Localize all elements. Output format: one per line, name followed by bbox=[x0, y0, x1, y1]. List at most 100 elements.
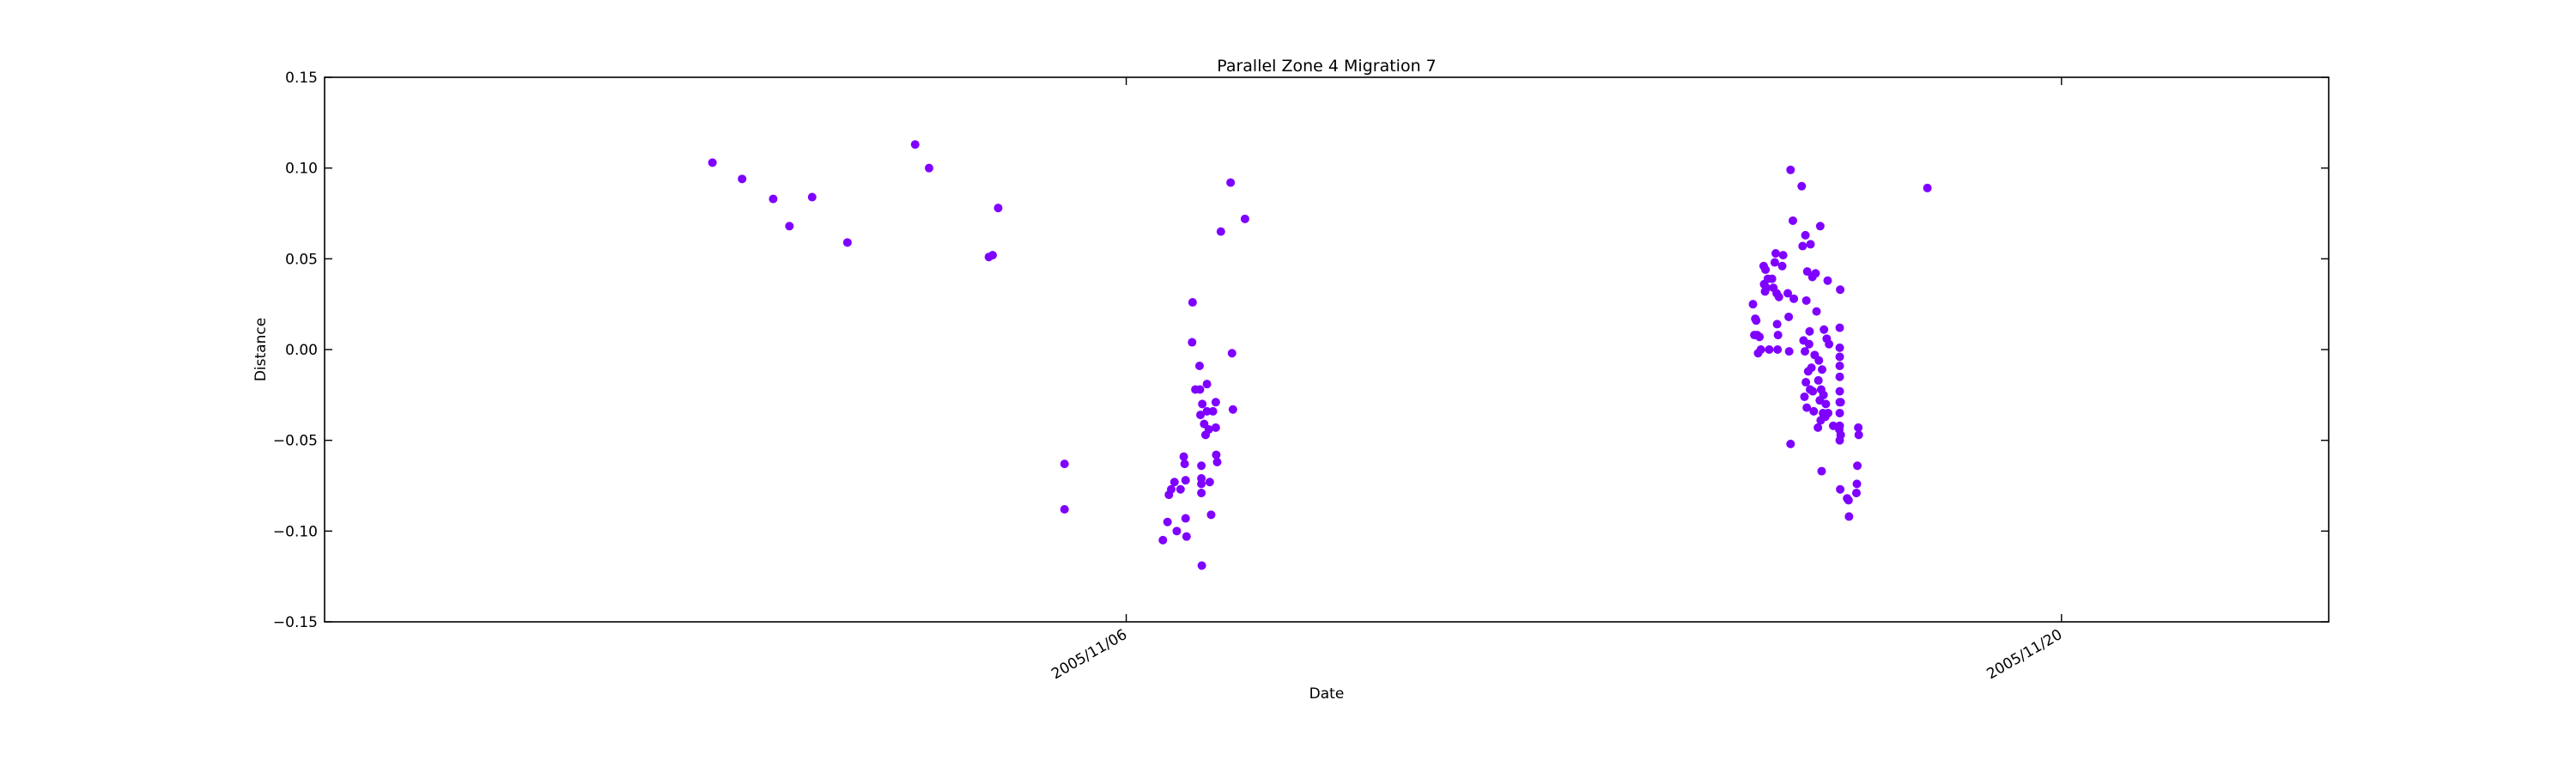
data-point bbox=[1814, 423, 1823, 432]
data-point bbox=[1777, 261, 1787, 271]
data-point bbox=[1801, 230, 1810, 240]
data-point bbox=[1802, 403, 1812, 412]
data-point bbox=[1755, 332, 1765, 342]
data-point bbox=[1752, 316, 1761, 326]
data-point bbox=[1835, 323, 1844, 332]
data-point bbox=[1836, 285, 1845, 295]
data-point bbox=[1819, 390, 1828, 399]
data-point bbox=[1851, 488, 1861, 497]
y-tick-label: 0.15 bbox=[285, 70, 318, 87]
data-point bbox=[1824, 408, 1833, 417]
data-point bbox=[1197, 561, 1206, 570]
data-point bbox=[993, 204, 1003, 213]
data-point bbox=[1835, 343, 1844, 352]
data-point bbox=[1227, 349, 1236, 358]
data-point bbox=[1808, 386, 1818, 396]
y-tick-label: 0.05 bbox=[285, 251, 318, 268]
data-point bbox=[1182, 532, 1191, 541]
data-point bbox=[988, 251, 997, 260]
data-point bbox=[1786, 439, 1795, 448]
data-point bbox=[1801, 295, 1811, 305]
data-point bbox=[1226, 178, 1236, 187]
data-point bbox=[1802, 267, 1812, 277]
data-point bbox=[807, 192, 817, 202]
data-point bbox=[1772, 320, 1782, 329]
data-point bbox=[1770, 258, 1779, 267]
y-axis-label: Distance bbox=[252, 318, 270, 381]
data-point bbox=[1158, 535, 1168, 545]
data-point bbox=[1172, 526, 1182, 536]
data-point bbox=[1202, 380, 1212, 389]
data-point bbox=[1817, 466, 1826, 476]
data-point bbox=[1786, 165, 1795, 174]
data-point bbox=[1835, 362, 1844, 371]
data-point bbox=[1774, 292, 1783, 301]
data-point bbox=[1800, 392, 1809, 401]
y-tick-label: −0.10 bbox=[273, 523, 318, 540]
data-point bbox=[1180, 460, 1189, 469]
data-point bbox=[1805, 326, 1814, 336]
data-point bbox=[1835, 421, 1844, 430]
data-point bbox=[1835, 352, 1844, 362]
data-point bbox=[1240, 214, 1249, 223]
data-point bbox=[1212, 450, 1221, 460]
data-point bbox=[1216, 227, 1225, 236]
data-point bbox=[1804, 339, 1814, 349]
data-point bbox=[1188, 298, 1197, 307]
data-point bbox=[1197, 488, 1206, 497]
data-point bbox=[1844, 512, 1854, 521]
data-point bbox=[769, 194, 778, 204]
data-point bbox=[1195, 385, 1205, 394]
y-tick-label: 0.10 bbox=[285, 161, 318, 178]
data-point bbox=[1835, 408, 1844, 417]
data-point bbox=[1228, 405, 1237, 414]
y-tick-label: −0.15 bbox=[273, 614, 318, 631]
data-point bbox=[842, 238, 852, 247]
data-point bbox=[1206, 510, 1216, 520]
data-point bbox=[1789, 294, 1799, 303]
data-point bbox=[1923, 183, 1932, 192]
data-point bbox=[785, 222, 794, 231]
data-point bbox=[1854, 423, 1863, 432]
data-point bbox=[1821, 399, 1831, 409]
data-point bbox=[1814, 356, 1824, 365]
data-point bbox=[1205, 478, 1214, 487]
data-point bbox=[1188, 338, 1197, 347]
data-point bbox=[1814, 375, 1823, 385]
data-point bbox=[738, 174, 747, 184]
data-point bbox=[1836, 484, 1845, 494]
data-point bbox=[1181, 476, 1190, 485]
data-point bbox=[1208, 406, 1218, 416]
data-point bbox=[1194, 362, 1204, 371]
data-point bbox=[1197, 461, 1206, 471]
data-point bbox=[1163, 517, 1172, 526]
data-point bbox=[910, 140, 920, 149]
data-point bbox=[1844, 496, 1853, 505]
data-point bbox=[1788, 216, 1797, 225]
data-point bbox=[1811, 269, 1820, 278]
data-point bbox=[1797, 181, 1807, 191]
data-point bbox=[1204, 424, 1213, 434]
data-point bbox=[1807, 363, 1816, 373]
data-point bbox=[1820, 325, 1829, 334]
data-point bbox=[1806, 240, 1815, 249]
data-point bbox=[1212, 458, 1222, 467]
data-point bbox=[1771, 248, 1780, 258]
data-point bbox=[1176, 484, 1185, 494]
data-point bbox=[1801, 378, 1811, 387]
chart-title: Parallel Zone 4 Migration 7 bbox=[1217, 57, 1437, 76]
data-point bbox=[1835, 372, 1844, 381]
data-point bbox=[1767, 274, 1777, 283]
data-point bbox=[1179, 452, 1188, 461]
data-point bbox=[1784, 312, 1794, 321]
data-point bbox=[1825, 339, 1834, 349]
data-point bbox=[708, 158, 717, 167]
data-point bbox=[1773, 331, 1783, 340]
data-points bbox=[708, 140, 1932, 570]
y-tick-label: −0.05 bbox=[273, 433, 318, 450]
data-point bbox=[1836, 430, 1845, 440]
data-point bbox=[1823, 276, 1832, 285]
data-point bbox=[1170, 478, 1179, 487]
data-point bbox=[1060, 504, 1069, 514]
